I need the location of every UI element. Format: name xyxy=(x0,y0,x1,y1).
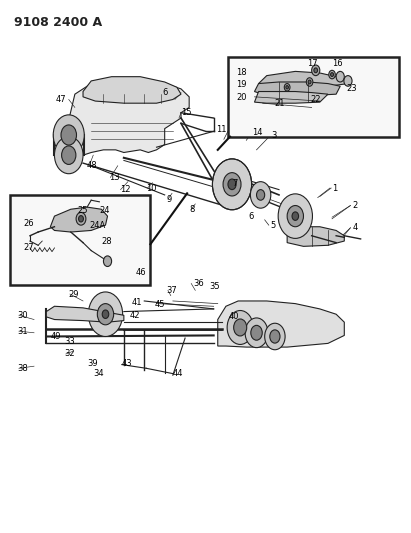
Text: 9108 2400 A: 9108 2400 A xyxy=(14,15,102,29)
Circle shape xyxy=(270,330,280,343)
Circle shape xyxy=(306,78,313,86)
Polygon shape xyxy=(254,92,328,103)
Circle shape xyxy=(278,194,312,238)
Polygon shape xyxy=(83,77,181,103)
Circle shape xyxy=(227,311,253,344)
Text: 13: 13 xyxy=(110,173,120,182)
Circle shape xyxy=(97,304,114,325)
Circle shape xyxy=(55,136,83,174)
Circle shape xyxy=(212,159,252,210)
Text: 17: 17 xyxy=(307,59,318,68)
Text: 20: 20 xyxy=(236,93,247,102)
Text: 24A: 24A xyxy=(89,221,105,230)
Polygon shape xyxy=(259,71,349,87)
Circle shape xyxy=(265,323,285,350)
Circle shape xyxy=(250,182,271,208)
Circle shape xyxy=(102,310,109,318)
Polygon shape xyxy=(46,306,124,322)
Text: 30: 30 xyxy=(18,311,28,320)
Circle shape xyxy=(256,190,265,200)
Text: 5: 5 xyxy=(271,221,276,230)
Text: 1: 1 xyxy=(332,183,337,192)
Text: 19: 19 xyxy=(236,80,247,89)
Circle shape xyxy=(286,86,289,89)
Polygon shape xyxy=(58,78,189,155)
Text: 8: 8 xyxy=(189,205,194,214)
Text: 36: 36 xyxy=(193,279,204,288)
Polygon shape xyxy=(254,82,340,96)
Text: 2: 2 xyxy=(353,201,358,210)
Text: 15: 15 xyxy=(181,108,192,117)
Circle shape xyxy=(329,70,335,79)
Circle shape xyxy=(284,84,290,91)
Polygon shape xyxy=(218,301,344,347)
Text: 40: 40 xyxy=(229,312,239,321)
Text: 43: 43 xyxy=(122,359,132,367)
Text: 6: 6 xyxy=(163,88,168,97)
Text: 39: 39 xyxy=(87,359,98,367)
Text: 23: 23 xyxy=(346,84,357,93)
Text: 3: 3 xyxy=(271,131,276,140)
Circle shape xyxy=(330,72,333,76)
Circle shape xyxy=(88,292,122,336)
Text: 6: 6 xyxy=(248,212,254,221)
Text: 9: 9 xyxy=(167,195,172,204)
Circle shape xyxy=(234,319,247,336)
Text: 18: 18 xyxy=(236,68,247,77)
Text: 24: 24 xyxy=(99,206,110,215)
Text: 35: 35 xyxy=(210,282,220,291)
Circle shape xyxy=(308,80,311,84)
Circle shape xyxy=(62,146,76,165)
Text: 4: 4 xyxy=(353,223,358,232)
Circle shape xyxy=(61,125,76,145)
Text: 45: 45 xyxy=(155,300,165,309)
Text: 11: 11 xyxy=(216,125,226,134)
Text: 46: 46 xyxy=(136,268,147,277)
Circle shape xyxy=(228,179,236,190)
Text: 37: 37 xyxy=(167,286,178,295)
Polygon shape xyxy=(287,227,344,246)
Text: 25: 25 xyxy=(77,206,88,215)
Circle shape xyxy=(76,213,86,225)
Text: 44: 44 xyxy=(173,369,183,378)
Bar xyxy=(10,195,150,285)
Circle shape xyxy=(223,173,241,196)
Text: 42: 42 xyxy=(130,311,141,320)
Circle shape xyxy=(344,76,352,86)
Text: 29: 29 xyxy=(69,289,79,298)
Text: 34: 34 xyxy=(93,369,104,378)
Text: 27: 27 xyxy=(24,244,35,253)
Text: 48: 48 xyxy=(87,161,98,170)
Bar xyxy=(228,57,399,136)
Text: 33: 33 xyxy=(65,337,75,346)
Text: 26: 26 xyxy=(24,219,35,228)
Polygon shape xyxy=(51,207,108,232)
Text: 22: 22 xyxy=(311,95,321,104)
Text: 38: 38 xyxy=(18,364,28,373)
Text: 32: 32 xyxy=(65,350,75,359)
Circle shape xyxy=(104,256,112,266)
Circle shape xyxy=(292,212,298,220)
Circle shape xyxy=(53,115,84,155)
Circle shape xyxy=(312,65,320,76)
Circle shape xyxy=(314,68,318,72)
Text: 7: 7 xyxy=(232,179,238,188)
Text: 14: 14 xyxy=(252,128,262,138)
Circle shape xyxy=(336,71,344,82)
Text: 12: 12 xyxy=(120,185,130,194)
Circle shape xyxy=(245,318,268,348)
Circle shape xyxy=(251,325,262,340)
Text: 10: 10 xyxy=(146,183,157,192)
Text: 31: 31 xyxy=(18,327,28,336)
Text: 21: 21 xyxy=(274,99,284,108)
Text: 16: 16 xyxy=(332,59,343,68)
Circle shape xyxy=(79,216,83,222)
Circle shape xyxy=(287,206,303,227)
Text: 47: 47 xyxy=(56,95,67,104)
Text: 49: 49 xyxy=(51,332,61,341)
Text: 28: 28 xyxy=(102,237,112,246)
Text: 41: 41 xyxy=(132,298,143,307)
